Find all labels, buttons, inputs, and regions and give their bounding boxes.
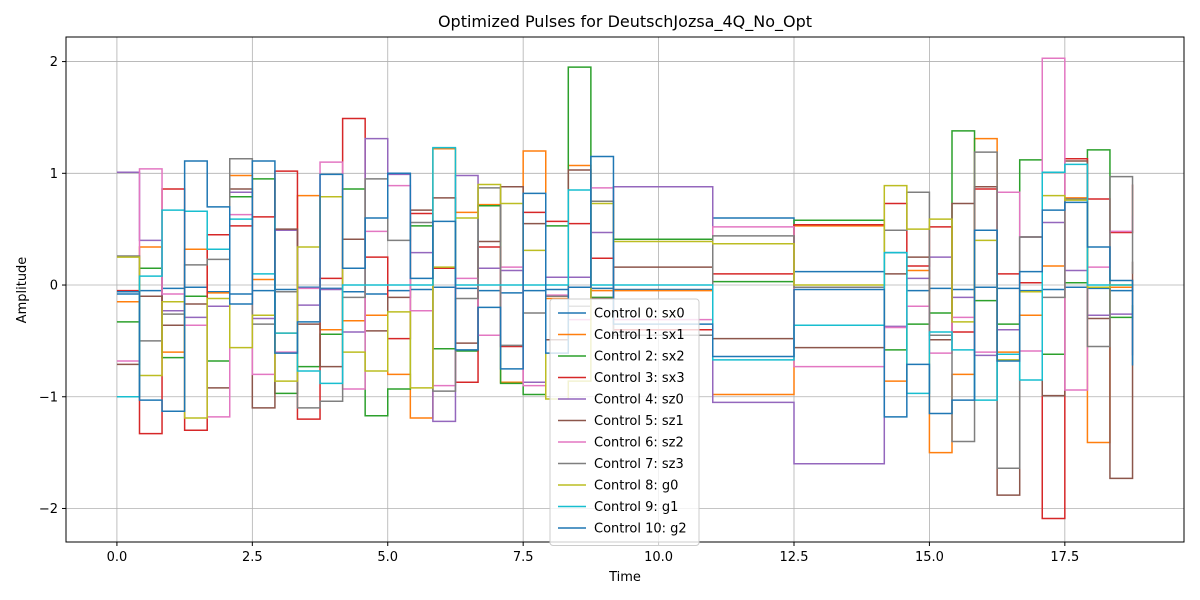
chart-title: Optimized Pulses for DeutschJozsa_4Q_No_…	[438, 12, 812, 32]
legend-label-8: Control 8: g0	[594, 479, 678, 494]
legend-label-2: Control 2: sx2	[594, 350, 685, 365]
legend-label-7: Control 7: sz3	[594, 457, 684, 472]
x-tick-label: 0.0	[107, 550, 128, 565]
y-tick-label: −1	[39, 390, 58, 405]
legend-label-1: Control 1: sx1	[594, 328, 685, 343]
x-tick-label: 15.0	[915, 550, 944, 565]
legend-label-3: Control 3: sx3	[594, 371, 685, 386]
x-tick-label: 5.0	[377, 550, 398, 565]
legend-label-9: Control 9: g1	[594, 500, 678, 515]
y-tick-label: 2	[50, 55, 58, 70]
series-line-10	[116, 155, 1134, 418]
legend-label-6: Control 6: sz2	[594, 436, 684, 451]
y-axis-label: Amplitude	[15, 257, 30, 324]
y-tick-label: 1	[50, 167, 58, 182]
legend-box	[549, 298, 700, 546]
legend-label-10: Control 10: g2	[594, 522, 687, 537]
x-axis-label: Time	[608, 570, 641, 585]
y-tick-label: −2	[39, 502, 58, 517]
y-tick-label: 0	[50, 279, 58, 294]
legend-label-4: Control 4: sz0	[594, 393, 684, 408]
x-tick-label: 10.0	[644, 550, 673, 565]
legend-label-5: Control 5: sz1	[594, 414, 684, 429]
legend: Control 0: sx0 Control 1: sx1 Control 2: s…	[549, 298, 700, 546]
series-lines	[116, 57, 1134, 520]
axis-ticks: 0.0 2.5 5.0 7.5 10.0 12.5 15.0 17.5 −2 −1 0 1 2	[39, 55, 1079, 565]
x-tick-label: 12.5	[780, 550, 809, 565]
x-tick-label: 17.5	[1050, 550, 1079, 565]
x-tick-label: 2.5	[242, 550, 263, 565]
legend-label-0: Control 0: sx0	[594, 307, 685, 322]
x-tick-label: 7.5	[513, 550, 534, 565]
